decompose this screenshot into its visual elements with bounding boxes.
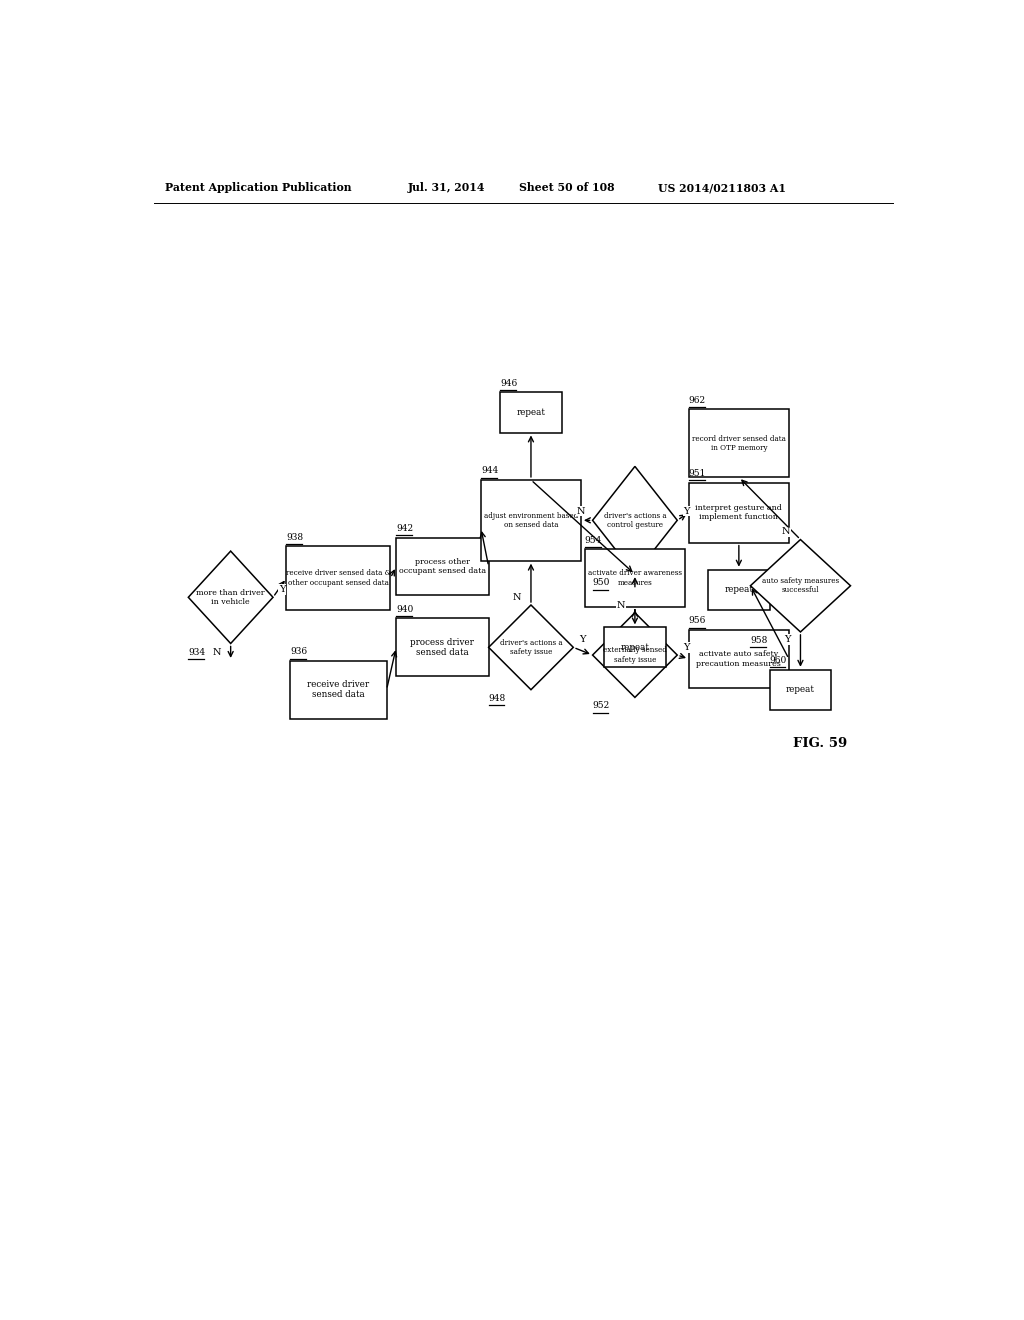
Text: N: N <box>782 528 791 536</box>
Text: 960: 960 <box>770 656 786 665</box>
Text: 954: 954 <box>585 536 602 545</box>
Text: 948: 948 <box>488 694 506 702</box>
FancyBboxPatch shape <box>396 619 488 676</box>
FancyBboxPatch shape <box>396 537 488 595</box>
Text: Y: Y <box>683 643 690 652</box>
Text: N: N <box>512 593 521 602</box>
Text: repeat: repeat <box>621 643 649 652</box>
FancyBboxPatch shape <box>689 409 788 478</box>
Text: activate driver awareness
measures: activate driver awareness measures <box>588 569 682 586</box>
Text: driver's actions a
control gesture: driver's actions a control gesture <box>603 512 667 529</box>
Text: N: N <box>577 507 585 516</box>
FancyBboxPatch shape <box>708 570 770 610</box>
FancyBboxPatch shape <box>585 549 685 607</box>
FancyBboxPatch shape <box>689 483 788 543</box>
Polygon shape <box>188 552 273 644</box>
Text: 962: 962 <box>689 396 706 405</box>
Text: Y: Y <box>580 635 586 644</box>
Text: 942: 942 <box>396 524 414 533</box>
Text: receive driver
sensed data: receive driver sensed data <box>307 680 370 700</box>
Text: Patent Application Publication: Patent Application Publication <box>165 182 351 193</box>
FancyBboxPatch shape <box>770 669 831 710</box>
FancyBboxPatch shape <box>291 661 387 718</box>
Text: more than driver
in vehicle: more than driver in vehicle <box>197 589 265 606</box>
Text: interpret gesture and
implement function: interpret gesture and implement function <box>695 504 782 521</box>
Text: 940: 940 <box>396 605 414 614</box>
FancyBboxPatch shape <box>287 546 390 610</box>
Text: Y: Y <box>683 507 690 516</box>
Text: US 2014/0211803 A1: US 2014/0211803 A1 <box>658 182 786 193</box>
Text: Jul. 31, 2014: Jul. 31, 2014 <box>408 182 485 193</box>
Text: 956: 956 <box>689 616 707 626</box>
Polygon shape <box>593 466 677 574</box>
Text: 952: 952 <box>593 701 610 710</box>
Text: 944: 944 <box>481 466 498 475</box>
Text: 946: 946 <box>500 379 517 388</box>
Text: auto safety measures
successful: auto safety measures successful <box>762 577 839 594</box>
Text: 951: 951 <box>689 469 707 478</box>
FancyBboxPatch shape <box>689 630 788 688</box>
Text: driver's actions a
safety issue: driver's actions a safety issue <box>500 639 562 656</box>
Text: externally sensed
safety issue: externally sensed safety issue <box>603 647 667 664</box>
Text: 936: 936 <box>291 647 307 656</box>
Text: 958: 958 <box>751 636 768 645</box>
Text: record driver sensed data
in OTP memory: record driver sensed data in OTP memory <box>692 434 785 451</box>
Text: repeat: repeat <box>786 685 815 694</box>
Polygon shape <box>488 605 573 689</box>
Text: Y: Y <box>280 585 286 594</box>
Text: 950: 950 <box>593 578 610 587</box>
Text: activate auto safety
precaution measures: activate auto safety precaution measures <box>696 651 781 668</box>
Text: receive driver sensed data &
other occupant sensed data: receive driver sensed data & other occup… <box>286 569 391 586</box>
Text: FIG. 59: FIG. 59 <box>793 737 847 750</box>
Polygon shape <box>593 612 677 697</box>
Text: repeat: repeat <box>516 408 546 417</box>
Text: Y: Y <box>784 635 791 644</box>
FancyBboxPatch shape <box>500 392 562 433</box>
Text: 938: 938 <box>287 533 303 543</box>
Text: repeat: repeat <box>724 585 754 594</box>
Text: Sheet 50 of 108: Sheet 50 of 108 <box>519 182 615 193</box>
Text: N: N <box>213 648 221 657</box>
Text: N: N <box>616 601 625 610</box>
Text: process other
occupant sensed data: process other occupant sensed data <box>398 558 486 576</box>
Polygon shape <box>751 540 851 632</box>
Text: adjust environment based
on sensed data: adjust environment based on sensed data <box>483 512 579 529</box>
FancyBboxPatch shape <box>481 480 581 561</box>
Text: 934: 934 <box>188 648 206 656</box>
FancyBboxPatch shape <box>604 627 666 668</box>
Text: process driver
sensed data: process driver sensed data <box>411 638 474 657</box>
